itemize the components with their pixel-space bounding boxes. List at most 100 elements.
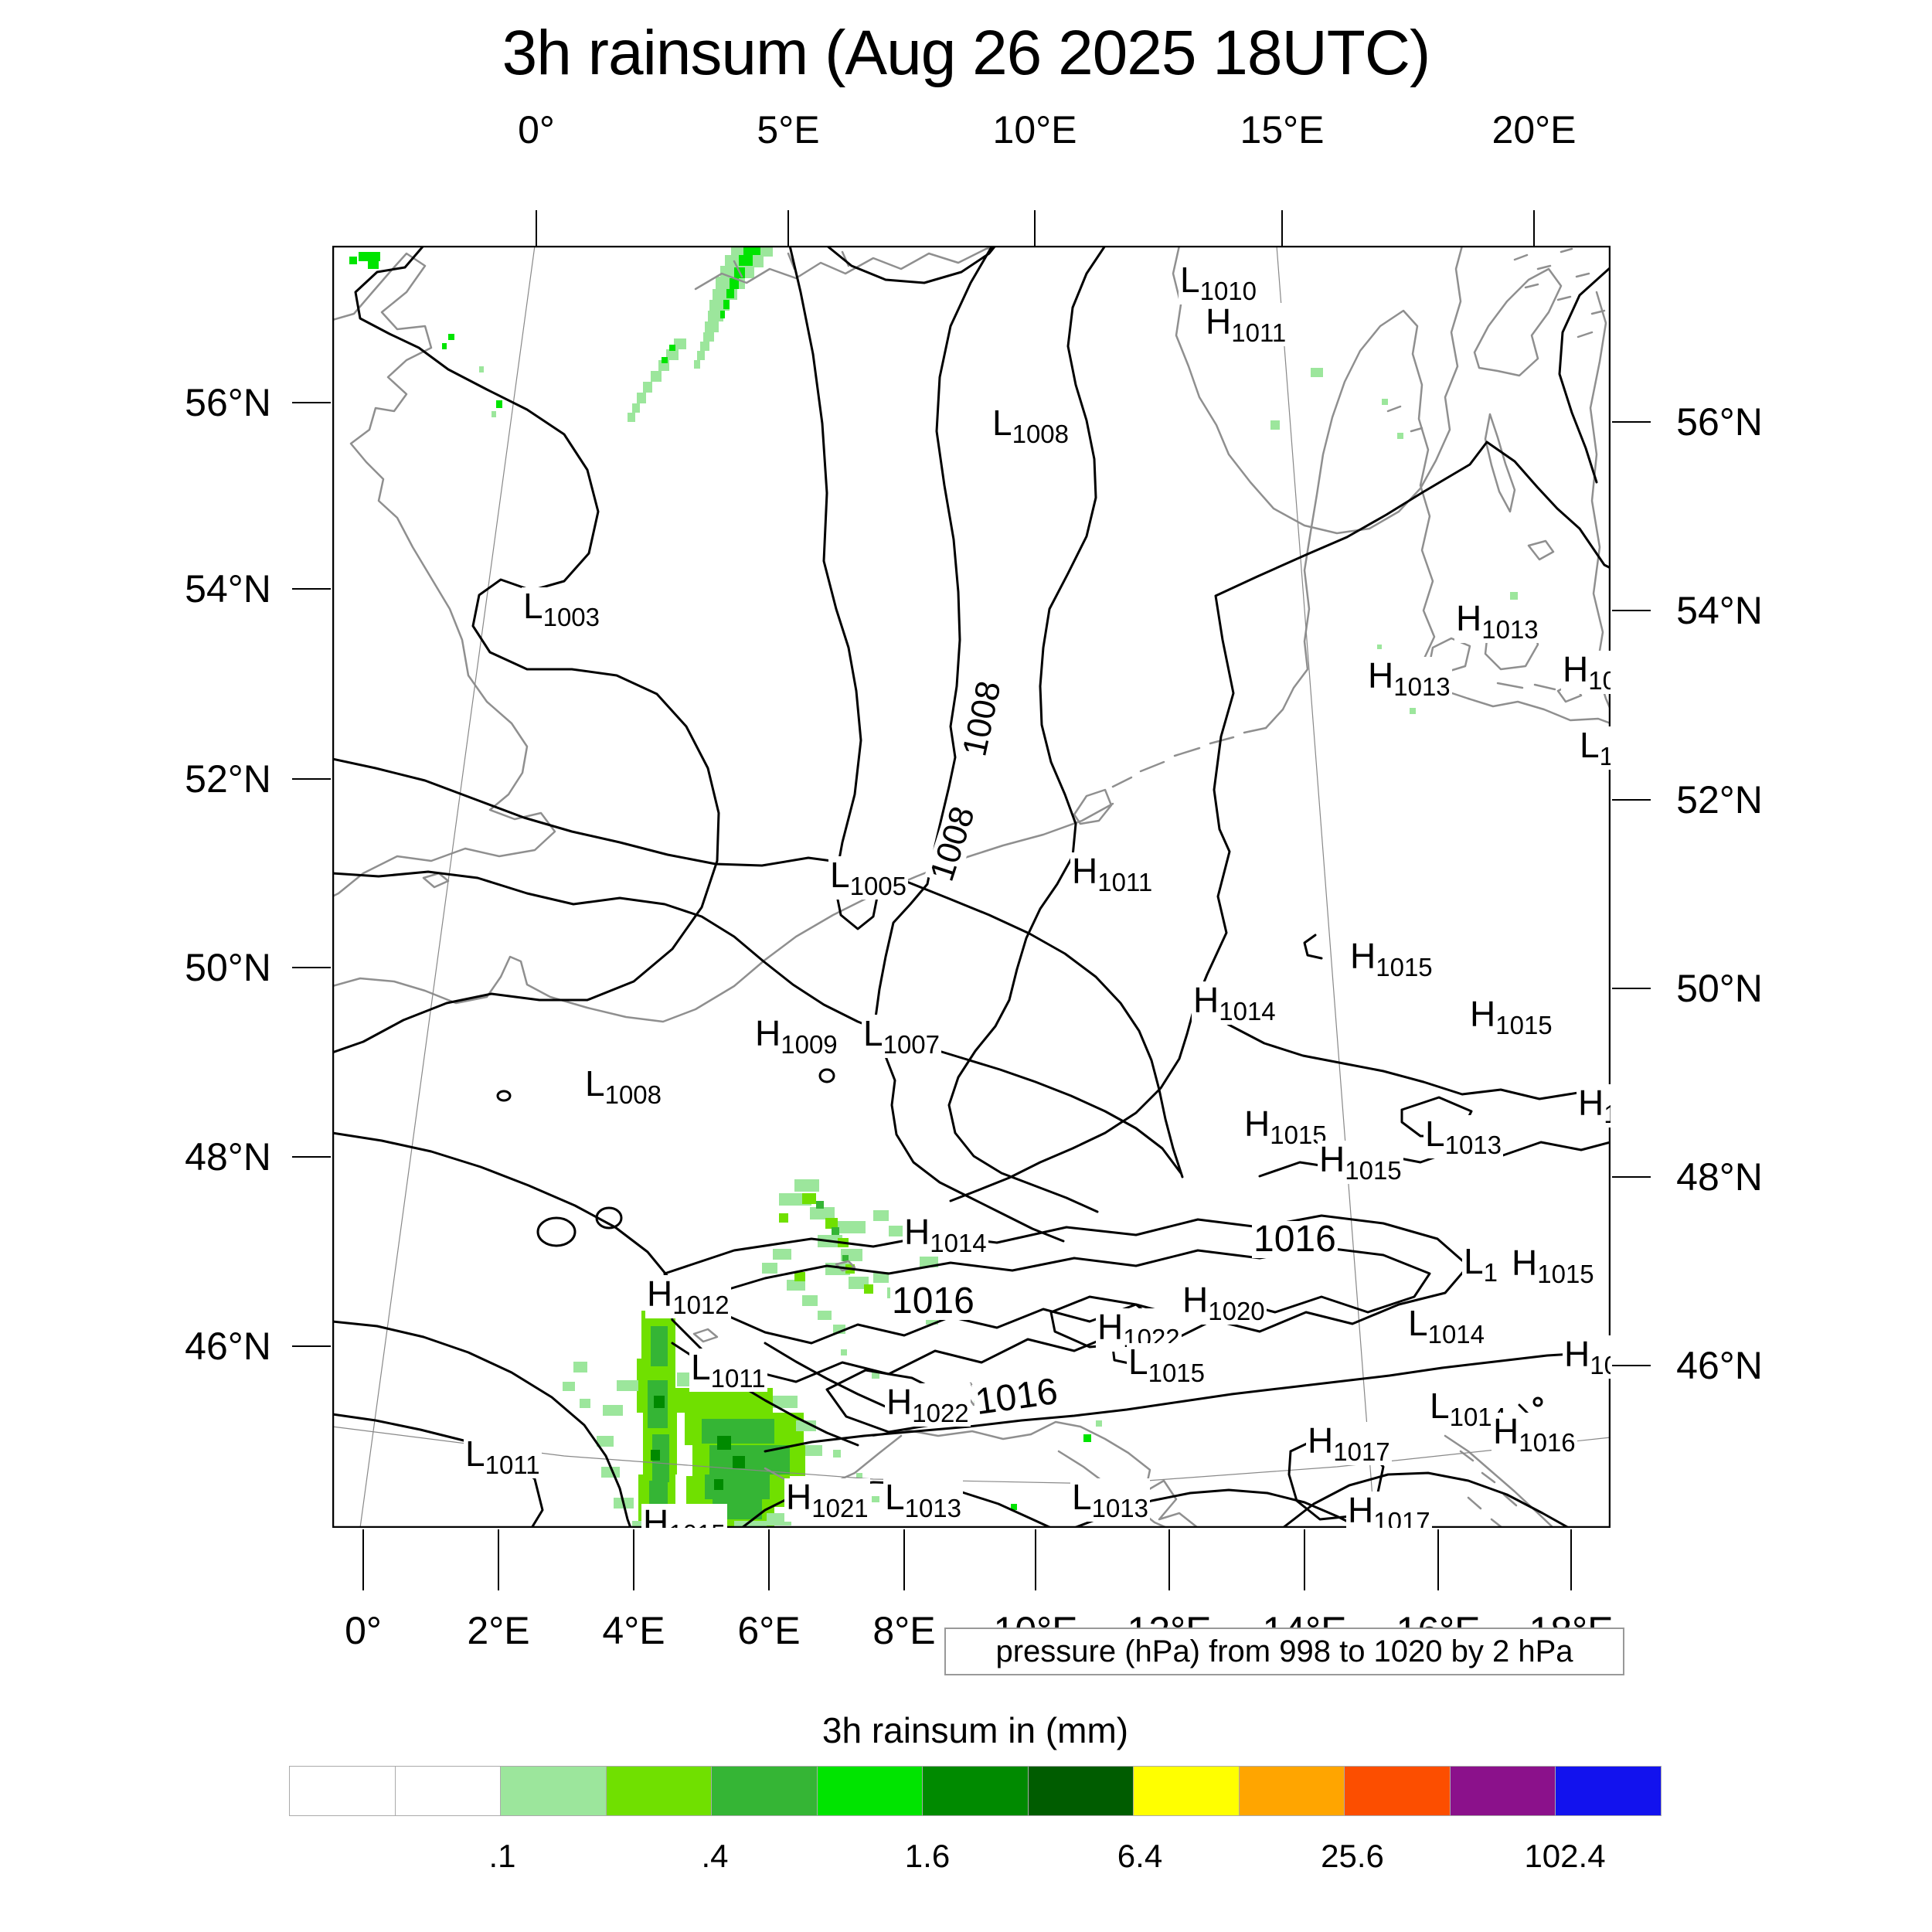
lon-label-bottom: 4°E	[602, 1609, 665, 1652]
pressure-value: 1013	[1393, 672, 1451, 701]
rain-cell	[802, 1295, 818, 1306]
colorbar-swatch	[605, 1766, 712, 1816]
rain-cell	[856, 1473, 862, 1479]
high-pressure-label: H1017	[1306, 1422, 1392, 1465]
pressure-letter: H	[1578, 1083, 1604, 1123]
pressure-value: 1022	[912, 1399, 969, 1427]
lon-label-top: 0°	[518, 108, 555, 151]
contour-value-label: 1016	[890, 1281, 976, 1321]
lat-tick-left	[292, 778, 331, 780]
rain-cell	[448, 334, 454, 340]
isobar-contour	[788, 246, 879, 930]
isobar-contour	[949, 440, 1611, 1202]
lat-label-right: 56°N	[1676, 400, 1763, 444]
pressure-value: 1017	[1373, 1507, 1430, 1528]
contour-value-label: 1016	[1252, 1219, 1338, 1260]
lon-tick-bottom	[1437, 1529, 1439, 1590]
rain-cell	[1382, 399, 1388, 405]
lat-label-left: 46°N	[185, 1325, 271, 1368]
pressure-value: 1013	[1091, 1494, 1149, 1522]
colorbar-tick-label: 102.4	[1524, 1838, 1606, 1874]
coastline	[1073, 788, 1113, 825]
lat-tick-left	[292, 588, 331, 590]
isobar-contour	[1281, 1471, 1570, 1528]
pressure-letter: L	[1128, 1342, 1148, 1382]
rain-cell	[762, 1263, 777, 1274]
coastline	[422, 872, 450, 889]
pressure-letter: L	[1430, 1386, 1450, 1426]
lon-label-top: 5°E	[757, 108, 820, 151]
rain-cell	[825, 1218, 838, 1229]
rain-cell	[726, 289, 734, 298]
pressure-value: 1015	[668, 1519, 725, 1528]
rain-cell	[603, 1405, 623, 1416]
lat-tick-right	[1612, 799, 1651, 801]
rain-cell	[628, 413, 635, 422]
lat-label-left: 50°N	[185, 946, 271, 989]
rain-cell	[662, 357, 668, 363]
pressure-letter: H	[786, 1477, 812, 1517]
rain-cell	[873, 1272, 889, 1283]
pressure-letter: H	[1072, 851, 1098, 891]
high-pressure-label: H1014	[1192, 981, 1277, 1025]
isobar-ring	[496, 1090, 512, 1102]
low-pressure-label: L1008	[991, 404, 1071, 447]
pressure-value: 1016	[1519, 1428, 1576, 1457]
colorbar-tick-label: 25.6	[1321, 1838, 1384, 1874]
rain-cell	[832, 1227, 839, 1235]
low-pressure-label: L1015	[1127, 1342, 1207, 1386]
colorbar-swatch	[500, 1766, 607, 1816]
rain-cell	[773, 1396, 798, 1408]
rain-cell	[349, 257, 357, 264]
isobar-contour	[332, 1131, 671, 1280]
pressure-value: 1005	[849, 872, 907, 900]
pressure-letter: H	[1308, 1420, 1334, 1461]
lat-label-left: 56°N	[185, 381, 271, 424]
coastline	[1560, 247, 1573, 253]
high-pressure-label: H1022	[885, 1383, 971, 1427]
low-pressure-label: L1013	[1070, 1478, 1151, 1522]
rain-cell	[442, 343, 447, 349]
coastline	[1410, 427, 1423, 433]
high-pressure-label: H1011	[1070, 851, 1155, 896]
coastline	[1264, 309, 1470, 730]
isobar-contour	[873, 246, 1065, 1243]
pressure-letter: H	[1368, 655, 1394, 696]
coastline	[1473, 267, 1563, 377]
pressure-letter: H	[643, 1502, 669, 1528]
lat-tick-left	[292, 1156, 331, 1158]
coastline	[1556, 295, 1572, 301]
lat-tick-right	[1612, 1176, 1651, 1178]
isobar-contour	[764, 1351, 1611, 1453]
lat-tick-right	[1612, 610, 1651, 611]
rain-cell	[720, 311, 725, 318]
rain-cell	[674, 338, 686, 349]
pressure-value: 1015	[1537, 1260, 1594, 1288]
coastline	[1533, 683, 1556, 691]
rain-cell	[651, 371, 662, 382]
lat-label-left: 54°N	[185, 567, 271, 611]
colorbar-swatch	[1238, 1766, 1345, 1816]
colorbar-tick-label: 6.4	[1117, 1838, 1163, 1874]
lat-label-right: 46°N	[1676, 1344, 1763, 1387]
rain-cell	[1510, 592, 1518, 600]
pressure-letter: H	[1348, 1490, 1374, 1528]
high-pressure-label: H1021	[784, 1478, 870, 1522]
colorbar-tick-label: 1.6	[904, 1838, 951, 1874]
coastline	[733, 260, 743, 278]
lon-tick-top	[1533, 210, 1535, 246]
rain-cell	[700, 342, 709, 351]
coastline	[1481, 1471, 1496, 1484]
rain-cell	[818, 1311, 832, 1320]
pressure-letter: H	[1097, 1307, 1124, 1347]
lat-tick-left	[292, 967, 331, 968]
high-pressure-label: H1016	[1492, 1413, 1577, 1456]
rain-cell	[833, 1221, 866, 1233]
rain-cell	[697, 351, 705, 360]
isobar-contour	[1558, 266, 1611, 484]
lon-label-top: 10°E	[992, 108, 1077, 151]
rain-cell	[802, 1193, 816, 1204]
rain-cell	[597, 1436, 614, 1447]
pressure-letter: L	[863, 1013, 883, 1053]
low-pressure-label: L1007	[862, 1013, 942, 1058]
